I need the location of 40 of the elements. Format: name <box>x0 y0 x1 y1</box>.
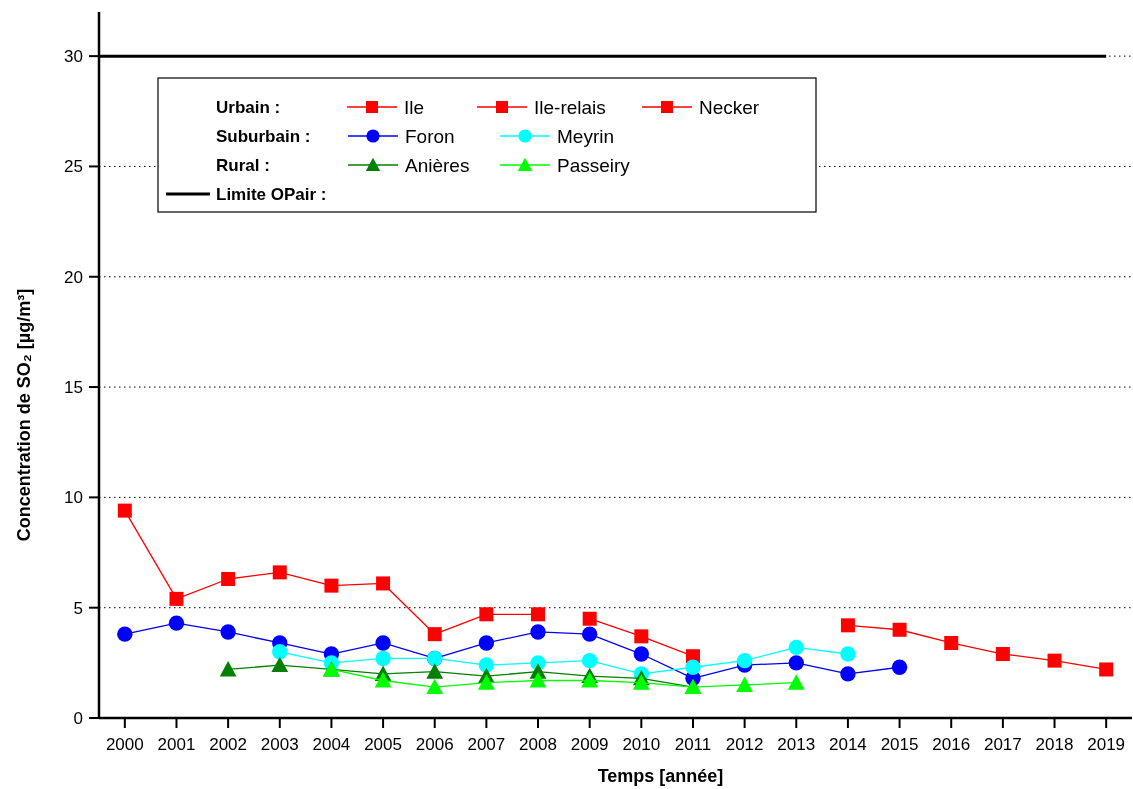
x-tick-label: 2003 <box>260 735 299 754</box>
annotation: Rural : <box>216 156 270 175</box>
annotation: Urbain : <box>216 98 281 117</box>
x-tick-label: 2011 <box>674 735 712 754</box>
y-tick-label: 15 <box>64 378 83 398</box>
x-tick-label: 2001 <box>157 735 196 754</box>
x-tick-label: 2013 <box>777 735 816 754</box>
x-tick-label: 2005 <box>364 735 402 754</box>
x-tick-label: 2012 <box>725 735 764 754</box>
legend-label: Meyrin <box>557 125 615 147</box>
annotation: Suburbain : <box>216 127 311 146</box>
legend-label: Foron <box>405 125 455 147</box>
x-tick-label: 2008 <box>519 735 557 754</box>
legend-label: Necker <box>699 96 760 118</box>
legend-label: Ile <box>404 96 425 118</box>
x-tick-label: 2016 <box>932 735 971 754</box>
x-tick-label: 2007 <box>467 735 506 754</box>
x-tick-label: 2014 <box>829 735 867 754</box>
x-tick-label: 2002 <box>209 735 248 754</box>
x-tick-label: 2018 <box>1035 735 1074 754</box>
y-tick-label: 5 <box>73 598 83 618</box>
x-tick-label: 2006 <box>415 735 454 754</box>
x-tick-label: 2004 <box>312 735 351 754</box>
y-tick-label: 0 <box>73 708 83 728</box>
x-tick-label: 2017 <box>983 735 1022 754</box>
y-tick-label: 20 <box>64 267 83 287</box>
legend-label: Ile-relais <box>534 96 606 118</box>
y-tick-label: 25 <box>64 157 83 177</box>
legend-label: Anières <box>405 154 470 176</box>
x-tick-label: 2015 <box>880 735 919 754</box>
x-tick-label: 2000 <box>105 735 144 754</box>
x-axis-title: Temps [année] <box>597 766 724 786</box>
x-tick-label: 2009 <box>570 735 609 754</box>
legend-label: Passeiry <box>557 154 631 176</box>
y-tick-label: 30 <box>64 47 83 67</box>
legend-label: Limite OPair : <box>216 185 327 204</box>
x-tick-label: 2019 <box>1087 735 1126 754</box>
x-tick-label: 2010 <box>622 735 661 754</box>
y-tick-label: 10 <box>64 488 83 508</box>
y-axis-title: Concentration de SO₂ [µg/m³] <box>14 288 34 542</box>
